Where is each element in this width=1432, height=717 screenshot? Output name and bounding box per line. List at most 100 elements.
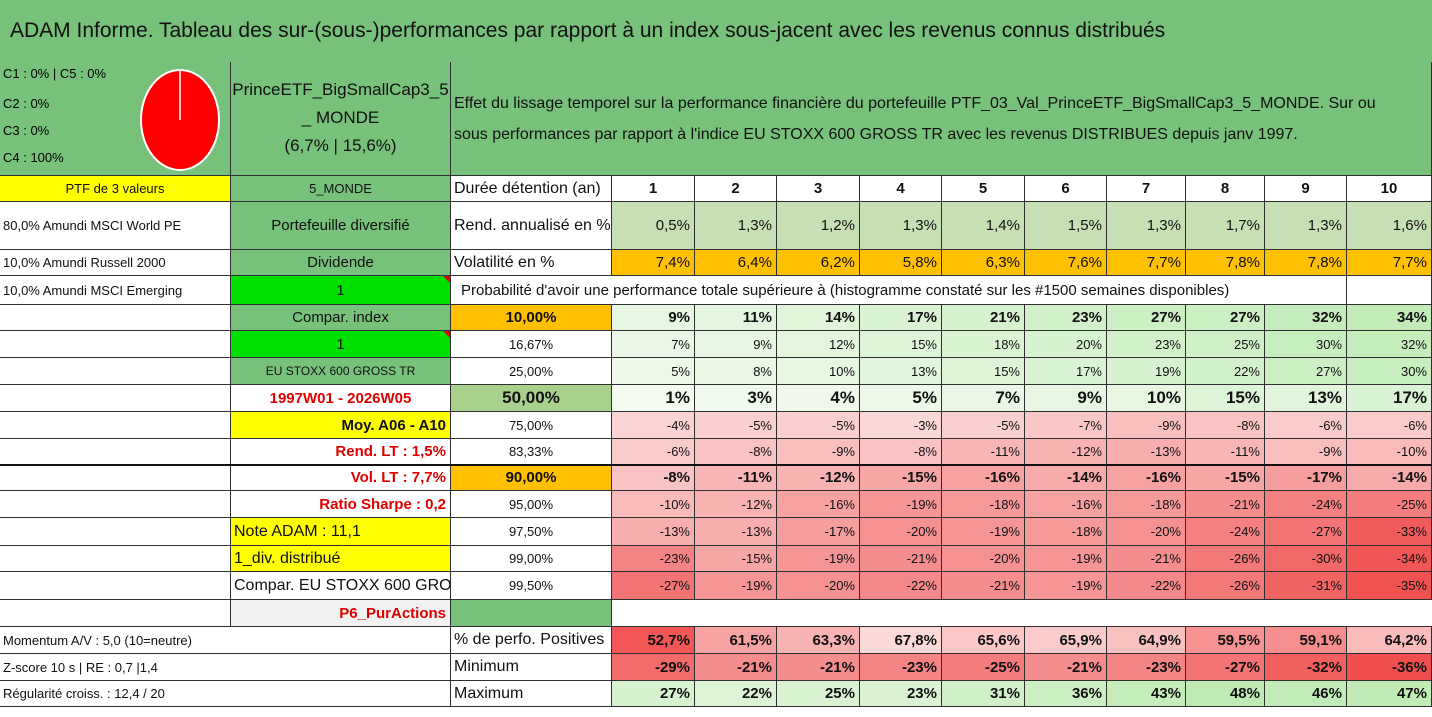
bottom-row-label: % de perfo. Positives xyxy=(451,627,612,654)
prob-value: 1% xyxy=(612,385,695,412)
vol-value: 6,4% xyxy=(695,250,777,276)
prob-pct: 99,00% xyxy=(451,546,612,572)
bottom-row-label: Maximum xyxy=(451,681,612,707)
year-header: 10 xyxy=(1347,176,1432,202)
year-header: 2 xyxy=(695,176,777,202)
fund-name-cell: PrinceETF_BigSmallCap3_5_ MONDE (6,7% | 1… xyxy=(231,62,451,176)
prob-value: 30% xyxy=(1347,358,1432,385)
vol-value: 6,2% xyxy=(777,250,860,276)
bottom-left-label: Régularité croiss. : 12,4 / 20 xyxy=(0,681,451,707)
mid-col-cell: EU STOXX 600 GROSS TR xyxy=(231,358,451,385)
prob-value: 19% xyxy=(1107,358,1186,385)
rend-label: Rend. annualisé en % xyxy=(451,202,612,250)
bottom-row-value: -36% xyxy=(1347,654,1432,681)
prob-value: 7% xyxy=(612,331,695,358)
prob-value: -20% xyxy=(1107,518,1186,546)
prob-value: -16% xyxy=(942,465,1025,491)
holding-item: 10,0% Amundi MSCI Emerging xyxy=(0,276,231,305)
mid-col-cell: Dividende xyxy=(231,250,451,276)
prob-value: -5% xyxy=(695,412,777,439)
mid-col-cell: Compar. EU STOXX 600 GROSS TR xyxy=(231,572,451,600)
prob-value: -13% xyxy=(612,518,695,546)
prob-value: -11% xyxy=(695,465,777,491)
prob-value: -20% xyxy=(942,546,1025,572)
vol-value: 7,7% xyxy=(1107,250,1186,276)
prob-value: -16% xyxy=(1107,465,1186,491)
empty-cell xyxy=(0,412,231,439)
prob-value: 25% xyxy=(1186,331,1265,358)
prob-pct: 99,50% xyxy=(451,572,612,600)
prob-value: -8% xyxy=(1186,412,1265,439)
prob-value: 34% xyxy=(1347,305,1432,331)
prob-value: -6% xyxy=(1347,412,1432,439)
mid-col-cell: Ratio Sharpe : 0,2 xyxy=(231,491,451,518)
year-header: 7 xyxy=(1107,176,1186,202)
prob-value: -27% xyxy=(612,572,695,600)
vol-value: 5,8% xyxy=(860,250,942,276)
prob-value: 27% xyxy=(1107,305,1186,331)
prob-value: -16% xyxy=(1025,491,1107,518)
bottom-row-value: 52,7% xyxy=(612,627,695,654)
prob-value: 13% xyxy=(860,358,942,385)
prob-value: -11% xyxy=(1186,439,1265,465)
prob-value: -18% xyxy=(1107,491,1186,518)
mid-col-cell: Portefeuille diversifié xyxy=(231,202,451,250)
description-line-2: sous performances par rapport à l'indice… xyxy=(454,126,1298,143)
vol-value: 7,8% xyxy=(1265,250,1347,276)
header-label: Durée détention (an) xyxy=(451,176,612,202)
bottom-row-value: 48% xyxy=(1186,681,1265,707)
prob-value: -25% xyxy=(1347,491,1432,518)
mid-col-cell: P6_PurActions xyxy=(231,600,451,627)
empty-cell xyxy=(0,305,231,331)
prob-value: -10% xyxy=(612,491,695,518)
bottom-left-label: Momentum A/V : 5,0 (10=neutre) xyxy=(0,627,451,654)
prob-value: -9% xyxy=(1265,439,1347,465)
prob-value: -20% xyxy=(860,518,942,546)
year-header: 6 xyxy=(1025,176,1107,202)
prob-value: 5% xyxy=(860,385,942,412)
row-separator xyxy=(0,464,1432,466)
bottom-row-value: -21% xyxy=(777,654,860,681)
rend-value: 0,5% xyxy=(612,202,695,250)
prob-value: -5% xyxy=(777,412,860,439)
prob-pct: 50,00% xyxy=(451,385,612,412)
fund-name: PrinceETF_BigSmallCap3_5_ MONDE xyxy=(232,80,449,127)
prob-pct: 16,67% xyxy=(451,331,612,358)
bottom-row-value: 59,5% xyxy=(1186,627,1265,654)
prob-value: -23% xyxy=(612,546,695,572)
mid-col-cell: Compar. index xyxy=(231,305,451,331)
vol-value: 6,3% xyxy=(942,250,1025,276)
prob-pct: 83,33% xyxy=(451,439,612,465)
mid-col-cell: Vol. LT : 7,7% xyxy=(231,465,451,491)
prob-pct: 75,00% xyxy=(451,412,612,439)
prob-value: -21% xyxy=(1107,546,1186,572)
prob-value: -8% xyxy=(860,439,942,465)
prob-value: -13% xyxy=(1107,439,1186,465)
prob-value: -24% xyxy=(1186,518,1265,546)
mid-col-cell: 1_div. distribué xyxy=(231,546,451,572)
prob-value: 15% xyxy=(860,331,942,358)
pie-legend-c4: C4 : 100% xyxy=(3,150,64,165)
prob-value: -35% xyxy=(1347,572,1432,600)
prob-value: -21% xyxy=(1186,491,1265,518)
prob-value: -12% xyxy=(695,491,777,518)
prob-value: -7% xyxy=(1025,412,1107,439)
prob-value: 15% xyxy=(942,358,1025,385)
prob-value: 30% xyxy=(1265,331,1347,358)
prob-value: -4% xyxy=(612,412,695,439)
pie-legend-c1-c5: C1 : 0% | C5 : 0% xyxy=(3,66,107,81)
prob-pct: 97,50% xyxy=(451,518,612,546)
prob-value: -19% xyxy=(1025,546,1107,572)
prob-value: -15% xyxy=(1186,465,1265,491)
prob-value: 10% xyxy=(777,358,860,385)
ptf-label: PTF de 3 valeurs xyxy=(0,176,231,202)
empty-cell xyxy=(0,358,231,385)
prob-value: 8% xyxy=(695,358,777,385)
bottom-row-value: -23% xyxy=(860,654,942,681)
rend-value: 1,2% xyxy=(777,202,860,250)
empty-cell xyxy=(0,331,231,358)
bottom-row-value: 59,1% xyxy=(1265,627,1347,654)
bottom-row-value: 25% xyxy=(777,681,860,707)
prob-value: -30% xyxy=(1265,546,1347,572)
bottom-row-value: -32% xyxy=(1265,654,1347,681)
